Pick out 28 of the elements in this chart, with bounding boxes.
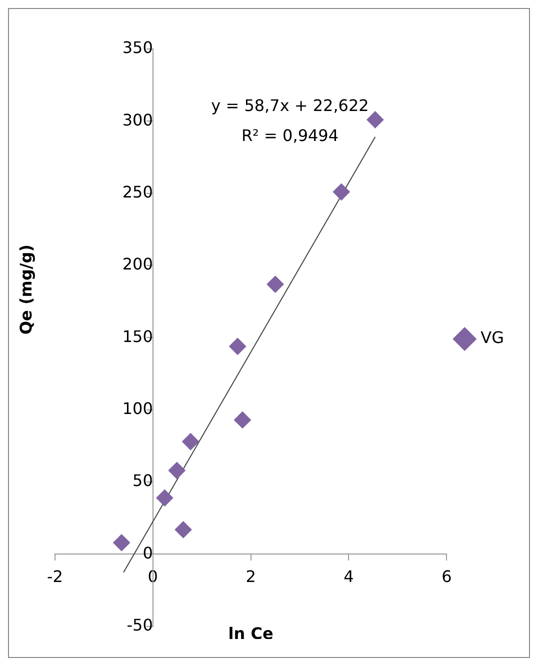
y-tick-label: 250 [122,182,153,202]
point [366,111,384,128]
y-tick-label: 50 [132,471,153,490]
x-tick-label: -2 [47,566,63,586]
point [266,276,284,293]
point [156,489,174,506]
x-tick-label: 2 [246,566,256,586]
x-tick-label: 4 [344,566,354,586]
annotation: R² = 0,9494 [241,126,339,145]
point [229,338,246,355]
legend-label: VG [480,328,504,348]
y-tick-label: 150 [122,326,153,346]
y-tick-label: 100 [122,399,153,418]
y-tick-label: 350 [122,38,153,58]
y-tick-label: 300 [122,110,153,130]
point [182,433,200,450]
annotation: y = 58,7x + 22,622 [211,96,369,115]
y-tick-label: 200 [122,254,153,274]
x-tick-label: 6 [442,566,452,586]
y-tick-label: 0 [142,543,153,562]
point [113,534,130,552]
x-axis-title: ln Ce [228,624,274,644]
point [332,183,350,200]
y-axis-title: Qe (mg/g) [16,244,36,334]
point [174,521,192,538]
point [234,411,251,428]
point [168,462,186,479]
y-tick-label: -50 [126,616,153,635]
